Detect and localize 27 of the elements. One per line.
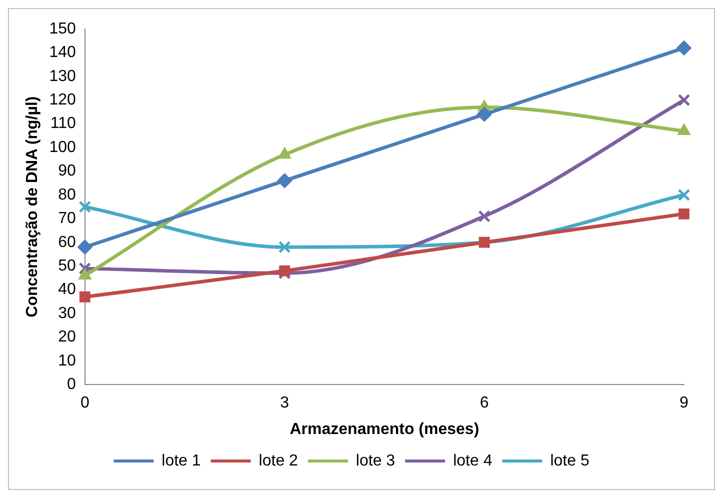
legend-label: lote 4 — [453, 452, 492, 470]
y-tick-label: 120 — [49, 92, 76, 109]
y-tick-label: 110 — [50, 115, 76, 132]
y-tick-label: 60 — [58, 234, 76, 251]
y-tick-label: 150 — [49, 20, 76, 38]
x-tick-label: 9 — [680, 394, 689, 412]
y-tick-label: 90 — [58, 162, 76, 180]
y-axis-title: Concentração de DNA (ng/µl) — [24, 96, 42, 318]
x-axis-title: Armazenamento (meses) — [290, 420, 480, 438]
y-tick-label: 20 — [58, 328, 76, 346]
y-tick-label: 10 — [58, 352, 76, 370]
y-tick-label: 40 — [58, 281, 76, 298]
legend-label: lote 2 — [258, 452, 298, 470]
y-tick-label: 140 — [49, 44, 76, 62]
legend-label: lote 1 — [162, 452, 201, 470]
legend-label: lote 3 — [356, 452, 396, 470]
x-tick-label: 6 — [480, 394, 489, 412]
y-tick-label: 100 — [49, 138, 76, 156]
y-tick-label: 70 — [58, 210, 76, 228]
y-tick-label: 30 — [58, 304, 76, 322]
y-tick-label: 50 — [58, 257, 76, 274]
y-tick-label: 130 — [49, 68, 76, 85]
x-tick-label: 3 — [280, 394, 290, 412]
x-tick-label: 0 — [80, 394, 90, 412]
y-tick-label: 0 — [66, 376, 76, 394]
y-tick-label: 80 — [58, 186, 76, 204]
legend-label: lote 5 — [550, 452, 590, 470]
